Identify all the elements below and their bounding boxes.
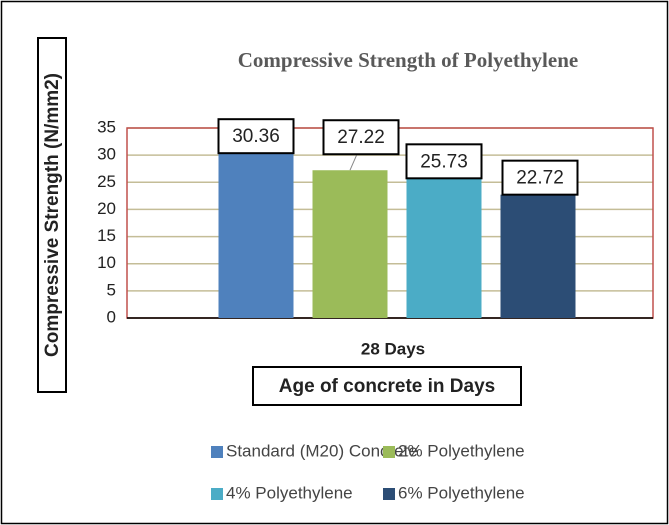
data-label: 27.22: [337, 127, 385, 148]
legend-label: Standard (M20) Concrete: [226, 441, 418, 460]
y-label-box: [37, 37, 67, 393]
bar: [218, 153, 294, 318]
data-label: 30.36: [232, 126, 280, 147]
x-label-box: [252, 366, 522, 406]
y-tick-label: 25: [97, 172, 116, 191]
leader-line: [349, 154, 358, 171]
legend-label: 4% Polyethylene: [226, 483, 353, 502]
legend-label: 2% Polyethylene: [398, 441, 525, 460]
legend-swatch: [383, 446, 395, 458]
bar: [406, 178, 482, 318]
label-box: [322, 119, 400, 156]
y-tick-label: 5: [107, 280, 116, 299]
bar: [312, 170, 388, 318]
x-axis-label: Age of concrete in Days: [279, 376, 495, 397]
y-tick-label: 35: [97, 117, 116, 136]
y-tick-label: 15: [97, 226, 116, 245]
data-label: 22.72: [516, 168, 564, 189]
label-box: [405, 143, 483, 180]
x-tick-label: 28 Days: [361, 339, 425, 358]
y-axis-label: Compressive Strength (N/mm2): [42, 73, 63, 357]
legend-swatch: [211, 488, 223, 500]
bar: [500, 194, 576, 318]
y-tick-label: 20: [97, 199, 116, 218]
legend-label: 6% Polyethylene: [398, 483, 525, 502]
label-box: [501, 159, 579, 196]
legend-swatch: [383, 488, 395, 500]
y-tick-label: 0: [107, 307, 116, 326]
y-tick-label: 30: [97, 145, 116, 164]
y-tick-label: 10: [97, 253, 116, 272]
chart-title: Compressive Strength of Polyethylene: [238, 48, 578, 72]
label-box: [217, 118, 295, 155]
legend-swatch: [211, 446, 223, 458]
data-label: 25.73: [420, 151, 468, 172]
